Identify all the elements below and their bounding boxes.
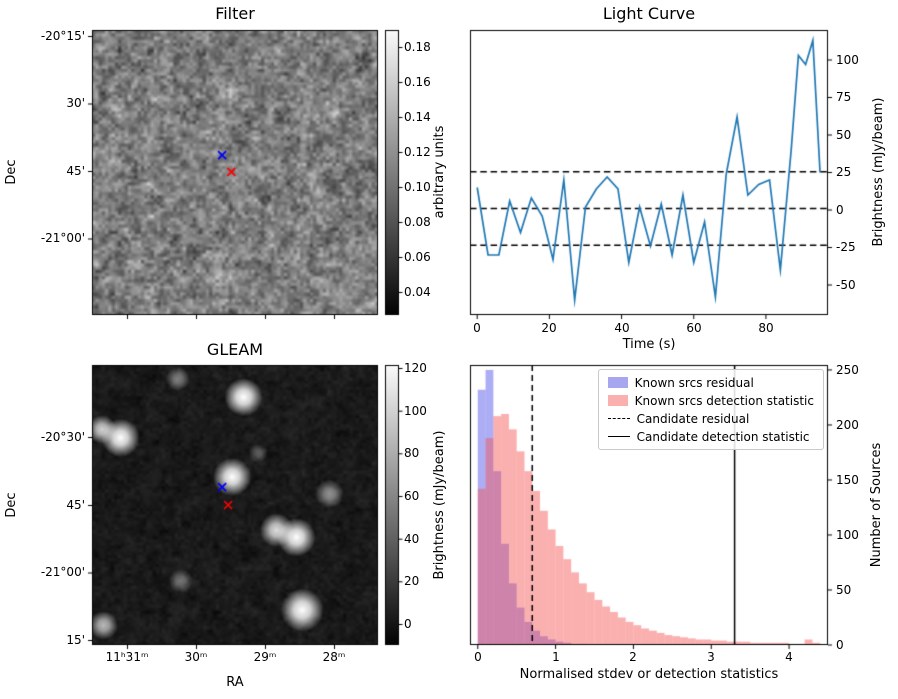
filter-title: Filter (215, 4, 255, 23)
gleam-cbar-tick: 60 (404, 489, 420, 503)
filter-cbar-tick: 0.16 (404, 75, 431, 89)
lightcurve-ytick: 25 (836, 165, 852, 179)
gleam-xtick: 30ᵐ (184, 650, 208, 664)
gleam-cbar-tick: 120 (404, 361, 427, 375)
filter-cbar-tick: 0.08 (404, 215, 431, 229)
lightcurve-ytick: 50 (836, 128, 852, 142)
legend-swatch-detstat (607, 395, 628, 406)
lightcurve-xtick: 0 (473, 321, 481, 335)
legend-item: Known srcs detection statistic (607, 393, 814, 408)
lightcurve-ytick: 75 (836, 90, 852, 104)
lightcurve-xtick: 40 (614, 321, 630, 335)
hist-xtick: 1 (552, 650, 560, 664)
hist-xlabel: Normalised stdev or detection statistics (519, 667, 779, 682)
gleam-ytick: -21°00' (40, 565, 85, 579)
legend-label: Candidate detection statistic (636, 429, 810, 444)
lightcurve-ytick: -50 (836, 278, 856, 292)
gleam-cbar-tick: 80 (404, 446, 420, 460)
filter-ytick: 45' (66, 164, 85, 178)
lightcurve-ytick: -25 (836, 240, 856, 254)
legend-solid-line-icon (607, 436, 630, 437)
lightcurve-xtick: 60 (686, 321, 702, 335)
gleam-ytick: 15' (66, 633, 85, 647)
hist-ytick: 150 (836, 473, 859, 487)
filter-ylabel: Dec (4, 159, 19, 185)
filter-cbar-tick: 0.10 (404, 180, 431, 194)
hist-xtick: 0 (474, 650, 482, 664)
lightcurve-xlabel: Time (s) (622, 337, 676, 352)
legend-label: Known srcs residual (634, 375, 754, 390)
gleam-ytick: -20°30' (40, 430, 85, 444)
gleam-xlabel: RA (226, 675, 244, 690)
gleam-cbar-tick: 100 (404, 404, 427, 418)
hist-ytick: 50 (836, 583, 852, 597)
lightcurve-title: Light Curve (602, 4, 696, 23)
legend-item: Known srcs residual (607, 375, 814, 390)
hist-xtick: 4 (785, 650, 793, 664)
hist-ytick: 0 (836, 638, 844, 652)
gleam-cbar-tick: 40 (404, 532, 420, 546)
gleam-xtick: 29ᵐ (253, 650, 277, 664)
legend-item: Candidate detection statistic (607, 429, 814, 444)
gleam-cbar-tick: 20 (404, 574, 420, 588)
legend-label: Candidate residual (636, 411, 750, 426)
hist-ytick: 250 (836, 363, 859, 377)
legend-label: Known srcs detection statistic (634, 393, 814, 408)
filter-cbar-tick: 0.06 (404, 250, 431, 264)
filter-cbar-tick: 0.12 (404, 145, 431, 159)
filter-ytick: -21°00' (40, 231, 85, 245)
gleam-cbar-tick: 0 (404, 617, 412, 631)
gleam-xtick: 28ᵐ (322, 650, 346, 664)
gleam-xtick: 11ʰ31ᵐ (105, 650, 149, 664)
hist-xtick: 3 (707, 650, 715, 664)
legend-dashed-line-icon (607, 418, 630, 419)
filter-cbar-tick: 0.18 (404, 40, 431, 54)
gleam-ylabel: Dec (4, 492, 19, 518)
lightcurve-ylabel: Brightness (mJy/beam) (871, 97, 886, 247)
lightcurve-ytick: 100 (836, 53, 859, 67)
gleam-ytick: 45' (66, 498, 85, 512)
histogram-legend: Known srcs residual Known srcs detection… (597, 369, 824, 450)
filter-colorbar-label: arbitrary units (432, 125, 447, 219)
lightcurve-xtick: 20 (541, 321, 557, 335)
gleam-title: GLEAM (206, 340, 264, 359)
lightcurve-ytick: 0 (836, 203, 844, 217)
filter-cbar-tick: 0.04 (404, 285, 431, 299)
hist-ytick: 200 (836, 418, 859, 432)
legend-swatch-residual (607, 377, 628, 388)
legend-item: Candidate residual (607, 411, 814, 426)
hist-xtick: 2 (629, 650, 637, 664)
gleam-colorbar-label: Brightness (mJy/beam) (432, 430, 447, 580)
hist-ytick: 100 (836, 528, 859, 542)
hist-ylabel: Number of Sources (869, 442, 884, 568)
filter-cbar-tick: 0.14 (404, 110, 431, 124)
lightcurve-xtick: 80 (758, 321, 774, 335)
filter-ytick: -20°15' (40, 29, 85, 43)
filter-ytick: 30' (66, 96, 85, 110)
